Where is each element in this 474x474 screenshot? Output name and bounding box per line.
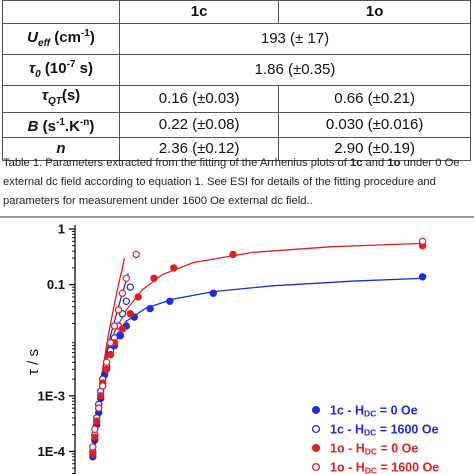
legend-label: 1c - HDC = 0 Oe [330,404,418,419]
data-point [126,283,135,291]
param-symbol: B [27,118,39,135]
y-tick-label: 1E-3 [38,388,65,403]
legend-marker [311,405,321,415]
chart-legend: 1c - HDC = 0 Oe 1c - HDC = 1600 Oe 1o - HD… [311,404,439,474]
caption-bold: 1o [387,157,401,169]
param-unit: (s) [62,87,80,104]
fit-curve [94,277,423,452]
unit-text: .K [64,118,80,135]
data-point [98,382,107,390]
data-point [89,450,97,458]
data-point [92,417,101,425]
value-cell: 0.22 (±0.08) [118,112,280,138]
param-symbol: τ [41,87,48,104]
data-point [146,304,154,313]
data-point [118,289,127,297]
value-cell: 2.90 (±0.19) [278,137,471,161]
figure-divider [0,216,474,474]
param-unit: (10-7 s) [40,59,93,77]
param-cell: B (s-1.K-n) [2,112,120,138]
table-caption: Table 1. Parameters extracted from the f… [3,154,473,211]
param-unit: (s-1.K-n) [38,117,95,135]
data-point [418,237,427,245]
data-point [418,273,427,281]
param-symbol: τ [29,60,36,77]
chart-axes: 1 0.1 1E-3 1E-4 τ / s [25,222,76,474]
data-point [122,274,131,282]
legend-marker [311,462,321,472]
legend-label: 1o - HDC = 1600 Oe [330,461,439,474]
table-row: B (s-1.K-n) 0.22 (±0.08) 0.030 (±0.016) [2,112,471,138]
param-symbol: U [27,29,39,46]
caption-bold: 1c [350,157,363,169]
data-point [94,404,103,412]
value-cell: 0.66 (±0.21) [278,85,471,113]
legend-label: 1o - HDC = 0 Oe [330,442,418,457]
unit-superscript: -1 [80,28,90,39]
data-point [106,339,115,347]
data-point [126,310,135,318]
unit-text: (cm [50,29,81,46]
data-points [89,237,427,461]
data-point [132,250,140,259]
data-point [91,425,99,433]
param-symbol: n [56,140,66,157]
unit-text: ) [89,29,95,46]
y-tick-label: 1E-4 [38,444,66,459]
fit-curves [94,242,423,452]
y-tick-label: 0.1 [47,277,65,292]
unit-text: (s [38,118,56,135]
unit-text: (10 [40,60,67,77]
data-point [96,392,105,400]
data-point [118,325,127,333]
y-tick-label: 1 [58,222,65,237]
data-point [209,289,217,297]
value-cell: 2.36 (±0.12) [118,137,280,161]
param-subscript: 0 [35,69,41,80]
unit-superscript: -1 [56,117,65,128]
data-point [106,350,115,359]
param-cell: Ueff (cm-1) [2,23,120,55]
fit-curve [94,242,423,452]
data-point [110,322,119,330]
table-row: n 2.36 (±0.12) 2.90 (±0.19) [2,137,471,161]
data-point [150,274,158,282]
param-subscript: eff [38,38,51,49]
data-point [114,306,123,314]
caption-text: and [362,157,388,169]
data-point [229,250,237,259]
legend-marker [311,443,321,453]
data-point [170,264,178,272]
unit-text: (s) [61,87,81,104]
parameters-table: 1c 1o Ueff (cm-1) 193 (± 17) τ0 (10-7 s)… [2,0,471,161]
data-point [102,358,111,366]
legend-label: 1c - HDC = 1600 Oe [330,423,439,438]
value-cell: 0.030 (±0.016) [278,112,471,138]
data-point [91,433,99,441]
value-cell: 0.16 (±0.03) [118,85,280,113]
param-subscript: QT [47,96,62,107]
unit-superscript: -7 [66,59,76,70]
data-point [166,297,174,305]
unit-text: ) [89,118,95,135]
param-unit: (cm-1) [50,28,95,46]
caption-text: under 0 Oe external dc field according t… [3,157,460,207]
table-row: τQT(s) 0.16 (±0.03) 0.66 (±0.21) [2,85,471,113]
legend-marker [311,424,321,434]
unit-text: s) [75,60,93,77]
param-cell: n [2,137,120,161]
caption-text: Table 1. Parameters extracted from the f… [3,157,350,169]
data-point [116,332,125,340]
data-point [89,443,97,451]
y-axis-title: τ / s [25,349,42,375]
unit-superscript: -n [79,117,90,128]
data-point [134,293,142,301]
data-point [122,297,131,305]
data-point [102,365,111,373]
